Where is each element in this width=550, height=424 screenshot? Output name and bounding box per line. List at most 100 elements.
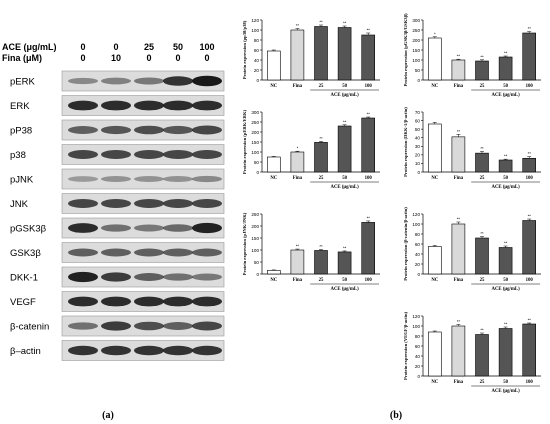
x-tick-label: 25	[319, 176, 324, 181]
treatment-value: 0	[146, 53, 151, 63]
x-tick-label: 50	[503, 380, 508, 385]
y-tick-label: 50	[415, 68, 421, 73]
blot-band	[68, 322, 98, 330]
blot-band	[134, 296, 164, 307]
treatment-value: 0	[175, 53, 180, 63]
bar-chart: 0 20 40 60 80 100 120 Protein expression (pp38/…	[242, 18, 380, 98]
x-tick-label: NC	[270, 278, 277, 283]
treatment-value: 25	[144, 42, 154, 52]
blot-band	[192, 296, 222, 307]
blot-band	[68, 223, 98, 233]
treatment-value: 100	[199, 42, 214, 52]
y-axis-label: Protein expression (VEGF/β-actin)	[403, 311, 408, 380]
group-label: ACE (μg/mL)	[492, 287, 521, 292]
blot-row-label: JNK	[10, 199, 29, 210]
blot-band	[68, 248, 98, 257]
bar-chart: 0 20 40 60 80 100 120 Protein expression (β-cat…	[403, 207, 541, 292]
bar	[498, 56, 513, 81]
blot-row-label: VEGF	[10, 297, 36, 308]
blot-band	[101, 296, 131, 307]
y-tick-label: 0	[256, 170, 259, 175]
y-tick-label: 200	[412, 38, 420, 43]
treatment-value: 0	[80, 53, 85, 63]
y-tick-label: 80	[254, 38, 260, 43]
significance-mark: **	[457, 129, 461, 134]
significance-mark: **	[343, 245, 347, 250]
blot-band	[134, 248, 164, 257]
blot-band	[68, 150, 98, 159]
y-tick-label: 100	[412, 58, 420, 63]
bar	[361, 34, 375, 81]
y-tick-label: 0	[256, 272, 259, 277]
significance-mark: **	[457, 217, 461, 222]
blot-band	[163, 125, 193, 135]
blot-row-label: ERK	[10, 101, 30, 112]
x-tick-label: 25	[319, 84, 324, 89]
bar	[475, 152, 489, 173]
bar-chart: 0 50 100 150 200 250 Protein expression (pJNK/…	[242, 212, 380, 292]
x-tick-label: NC	[270, 176, 277, 181]
significance-mark: **	[367, 112, 371, 117]
significance-mark: **	[457, 54, 461, 59]
y-axis-label: Protein expression (DKK-1/β-actin)	[403, 107, 408, 177]
blot-band	[192, 248, 222, 257]
significance-mark: **	[528, 214, 532, 219]
x-tick-label: NC	[431, 278, 438, 283]
y-tick-label: 80	[415, 232, 421, 237]
blot-band	[101, 125, 131, 135]
y-tick-label: 250	[251, 212, 259, 217]
group-label: ACE (μg/mL)	[331, 287, 360, 292]
x-tick-label: 100	[365, 278, 373, 283]
y-tick-label: 250	[412, 28, 420, 33]
x-tick-label: 100	[526, 176, 534, 181]
bar	[314, 26, 328, 81]
bar	[361, 222, 375, 275]
x-tick-label: 100	[365, 84, 373, 89]
blot-row-label: β–actin	[10, 346, 41, 357]
y-tick-label: 20	[415, 262, 421, 267]
significance-mark: **	[296, 244, 300, 249]
blot-band	[101, 77, 131, 85]
blot-band	[192, 175, 222, 183]
blot-band	[68, 296, 98, 307]
x-tick-label: 50	[342, 84, 347, 89]
bar	[428, 37, 442, 81]
x-tick-label: Fina	[293, 176, 303, 181]
y-tick-label: 70	[415, 110, 421, 115]
y-tick-label: 40	[415, 354, 421, 359]
bar	[451, 59, 466, 81]
y-tick-label: 10	[415, 161, 421, 166]
y-tick-label: 50	[254, 160, 260, 165]
x-tick-label: Fina	[454, 176, 464, 181]
y-tick-label: 250	[251, 120, 259, 125]
blot-band	[163, 345, 193, 356]
bar	[498, 328, 513, 377]
x-tick-label: Fina	[454, 380, 464, 385]
blot-band	[163, 322, 193, 330]
blot-row-label: pP38	[10, 126, 32, 137]
blot-band	[68, 100, 98, 111]
y-tick-label: 20	[415, 364, 421, 369]
group-label: ACE (μg/mL)	[492, 185, 521, 190]
significance-mark: **	[343, 21, 347, 26]
bar	[267, 156, 281, 173]
x-tick-label: 50	[503, 278, 508, 283]
blot-band	[134, 199, 164, 208]
y-tick-label: 100	[412, 324, 420, 329]
bar	[337, 251, 352, 275]
bar	[337, 125, 352, 173]
y-tick-label: 50	[415, 127, 421, 132]
bar	[522, 323, 536, 377]
x-tick-label: NC	[431, 176, 438, 181]
blot-row-label: β-catenin	[10, 322, 49, 333]
y-tick-label: 150	[251, 236, 259, 241]
treatment-value: 0	[204, 53, 209, 63]
treatment-value: 0	[80, 42, 85, 52]
y-tick-label: 30	[415, 144, 421, 149]
blot-band	[101, 100, 131, 111]
blot-band	[68, 77, 98, 85]
blot-band	[163, 150, 193, 159]
y-tick-label: 150	[412, 48, 420, 53]
group-label: ACE (μg/mL)	[331, 93, 360, 98]
